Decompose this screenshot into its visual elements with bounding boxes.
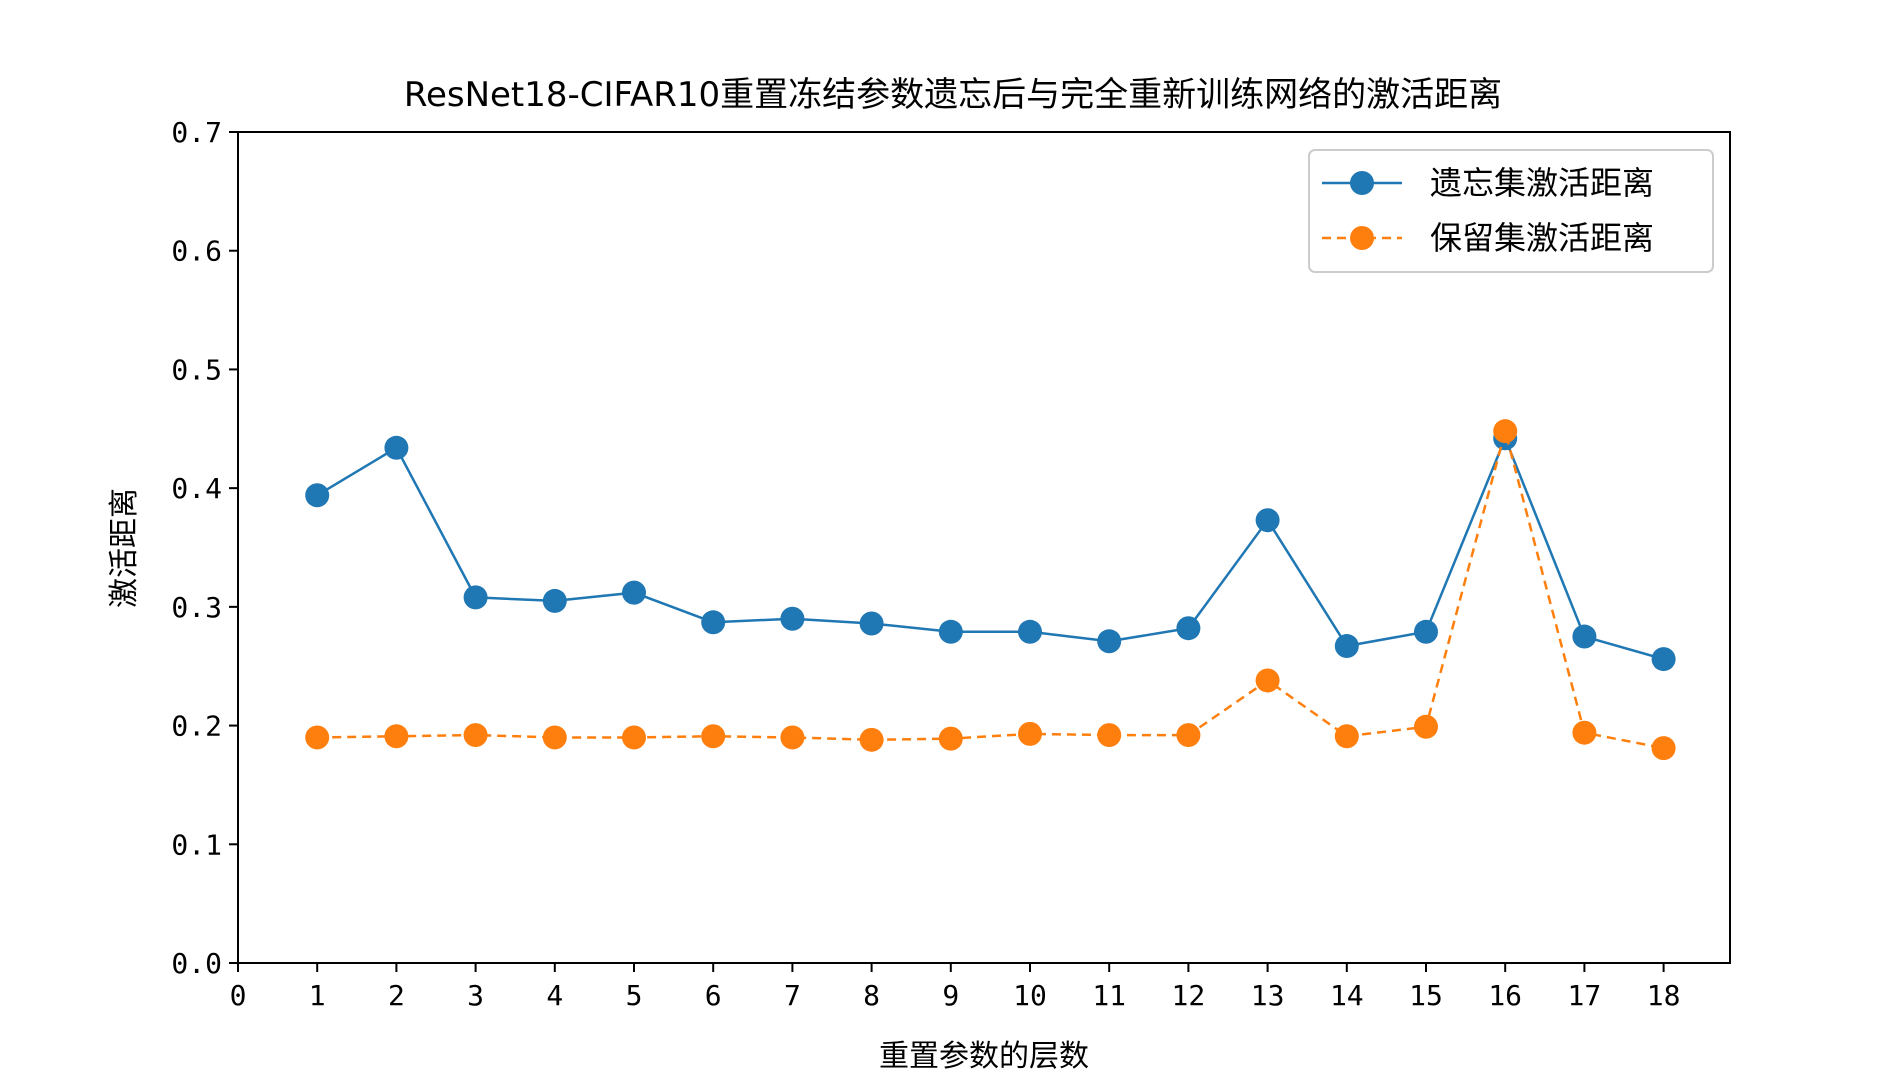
data-point	[780, 725, 805, 750]
legend-label-retain: 保留集激活距离	[1430, 219, 1654, 257]
x-tick-label: 7	[784, 979, 801, 1012]
y-tick-label: 0.7	[171, 116, 222, 149]
x-tick-label: 1	[309, 979, 326, 1012]
x-tick-label: 4	[546, 979, 563, 1012]
legend-box	[1308, 149, 1714, 273]
legend-label-forget: 遗忘集激活距离	[1430, 164, 1654, 202]
y-tick-label: 0.2	[171, 710, 222, 743]
data-point	[1572, 624, 1597, 649]
data-point	[1097, 723, 1122, 748]
y-axis-ticks: 0.0 0.1 0.2 0.3 0.4 0.5 0.6 0.7	[171, 116, 238, 980]
data-point	[701, 724, 726, 749]
data-point	[542, 588, 567, 613]
series-1	[305, 419, 1676, 761]
data-point	[1018, 619, 1042, 644]
data-point	[305, 725, 330, 750]
data-point	[1334, 634, 1359, 659]
series-layer	[305, 419, 1676, 761]
y-tick-label: 0.3	[171, 591, 222, 624]
x-tick-label: 12	[1172, 979, 1206, 1012]
series-line	[316, 437, 1664, 661]
legend-marker-retain	[1350, 226, 1374, 250]
x-tick-label: 2	[388, 979, 405, 1012]
x-tick-label: 8	[863, 979, 880, 1012]
data-point	[1334, 724, 1359, 749]
data-point	[1414, 714, 1438, 739]
data-point	[384, 435, 409, 460]
y-tick-label: 0.0	[171, 947, 222, 980]
x-tick-label: 9	[942, 979, 959, 1012]
series-0	[305, 426, 1676, 672]
data-point	[622, 580, 646, 605]
data-point	[701, 610, 726, 635]
data-point	[1255, 508, 1280, 533]
x-axis-ticks: 0 1 2 3 4 5 6 7 8 9 10 11 12 13 14 15 16 17 18	[230, 963, 1681, 1012]
x-tick-label: 17	[1568, 979, 1602, 1012]
x-tick-label: 3	[467, 979, 484, 1012]
data-point	[1493, 419, 1518, 444]
x-axis-label: 重置参数的层数	[879, 1039, 1089, 1074]
data-point	[1255, 668, 1280, 693]
y-tick-label: 0.4	[171, 472, 222, 505]
chart-title: ResNet18-CIFAR10重置冻结参数遗忘后与完全重新训练网络的激活距离	[404, 75, 1502, 115]
data-point	[859, 727, 884, 752]
data-point	[622, 725, 646, 750]
x-tick-label: 10	[1013, 979, 1047, 1012]
legend: 遗忘集激活距离 保留集激活距离	[1308, 149, 1714, 273]
data-point	[780, 606, 805, 631]
x-tick-label: 15	[1409, 979, 1443, 1012]
data-point	[1176, 616, 1201, 641]
y-tick-label: 0.5	[171, 353, 222, 386]
data-point	[463, 585, 488, 610]
data-point	[305, 483, 330, 508]
x-tick-label: 18	[1647, 979, 1681, 1012]
data-point	[1097, 629, 1122, 654]
data-point	[1414, 619, 1438, 644]
legend-marker-forget	[1350, 171, 1374, 195]
x-tick-label: 5	[626, 979, 643, 1012]
data-point	[859, 611, 884, 636]
x-tick-label: 16	[1488, 979, 1522, 1012]
x-tick-label: 6	[705, 979, 722, 1012]
y-axis-label: 激活距离	[107, 488, 142, 608]
data-point	[1018, 721, 1042, 746]
data-point	[1651, 736, 1676, 761]
data-point	[542, 725, 567, 750]
data-point	[1176, 723, 1201, 748]
data-point	[938, 619, 963, 644]
data-point	[1651, 647, 1676, 672]
data-point	[1572, 720, 1597, 745]
x-tick-label: 14	[1330, 979, 1364, 1012]
data-point	[463, 723, 488, 748]
x-tick-label: 0	[230, 979, 247, 1012]
plot-area-frame	[237, 131, 1731, 964]
data-point	[938, 726, 963, 751]
x-tick-label: 11	[1092, 979, 1126, 1012]
y-tick-label: 0.1	[171, 828, 222, 861]
x-tick-label: 13	[1251, 979, 1285, 1012]
y-tick-label: 0.6	[171, 235, 222, 268]
data-point	[384, 724, 409, 749]
